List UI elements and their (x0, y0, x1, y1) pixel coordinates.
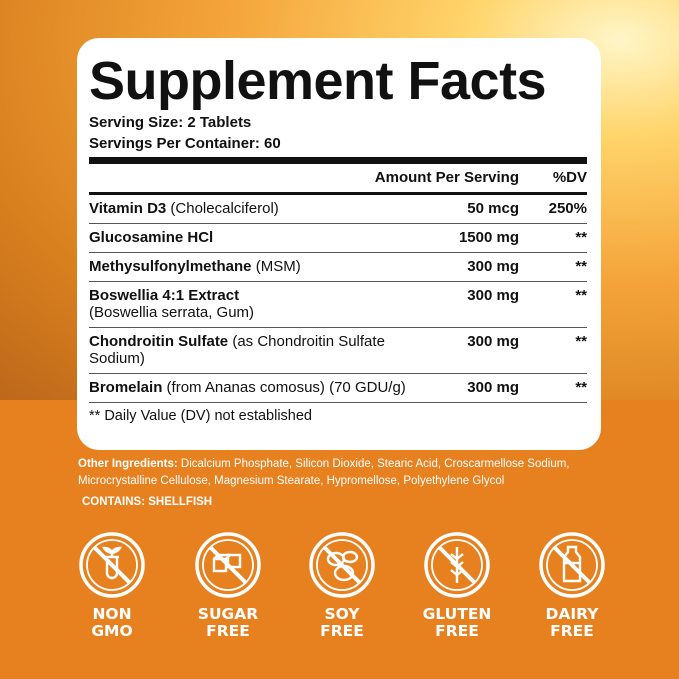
badge-no-sugar: SUGAR FREE (183, 530, 273, 640)
table-row: Methysulfonylmethane (MSM) 300 mg ** (89, 253, 587, 282)
table-row: Vitamin D3 (Cholecalciferol) 50 mcg 250% (89, 195, 587, 224)
ingredient-dv: ** (575, 379, 587, 396)
ingredient-amount: 50 mcg (467, 200, 519, 217)
ingredient-amount: 1500 mg (458, 229, 519, 246)
other-ingredients-label: Other Ingredients: (78, 458, 178, 470)
ingredient-amount: 300 mg (467, 258, 519, 275)
ingredient-amount: 300 mg (467, 333, 519, 350)
badge-label-line2: FREE (435, 622, 479, 640)
ingredient-name: Vitamin D3 (Cholecalciferol) (89, 200, 279, 217)
no-dairy-icon (539, 532, 605, 598)
badge-label-line1: DAIRY (545, 605, 599, 623)
other-ingredients: Other Ingredients: Dicalcium Phosphate, … (78, 456, 618, 490)
badge-label-line1: SOY (324, 605, 360, 623)
dv-header: %DV (552, 169, 587, 186)
badge-label-line1: NON (92, 605, 132, 623)
ingredient-amount: 300 mg (467, 379, 519, 396)
ingredient-name: Chondroitin Sulfate (as Chondroitin Sulf… (89, 333, 385, 367)
badge-label-line2: FREE (206, 622, 250, 640)
ingredient-name: Methysulfonylmethane (MSM) (89, 258, 301, 275)
allergen-statement: CONTAINS: SHELLFISH (82, 496, 213, 508)
badge-no-soy: SOY FREE (297, 530, 387, 640)
amount-header: Amount Per Serving (374, 169, 519, 186)
footnote: ** Daily Value (DV) not established (89, 408, 312, 424)
badge-no-gluten: GLUTEN FREE (412, 530, 502, 640)
no-soy-icon (309, 532, 375, 598)
table-header: Amount Per Serving %DV (89, 164, 587, 195)
ingredient-dv: 250% (548, 200, 587, 217)
servings-per-container: Servings Per Container: 60 (89, 135, 281, 152)
ingredient-name: Bromelain (from Ananas comosus) (70 GDU/… (89, 379, 406, 396)
ingredient-name: Glucosamine HCl (89, 229, 214, 246)
badge-label-line2: GMO (91, 622, 133, 640)
supplement-facts-panel: Supplement Facts Serving Size: 2 Tablets… (77, 38, 601, 450)
table-row: Chondroitin Sulfate (as Chondroitin Sulf… (89, 328, 587, 374)
ingredient-amount: 300 mg (467, 287, 519, 304)
badge-label-line1: SUGAR (197, 605, 259, 623)
divider (89, 157, 587, 164)
serving-size: Serving Size: 2 Tablets (89, 114, 252, 131)
table-row: Glucosamine HCl 1500 mg ** (89, 224, 587, 253)
table-row: Boswellia 4:1 Extract (Boswellia serrata,… (89, 282, 587, 328)
ingredient-dv: ** (575, 258, 587, 275)
table-row: Bromelain (from Ananas comosus) (70 GDU/… (89, 374, 587, 403)
ingredient-name: Boswellia 4:1 Extract (Boswellia serrata,… (89, 287, 255, 321)
ingredient-dv: ** (575, 229, 587, 246)
ingredient-dv: ** (575, 287, 587, 304)
no-gluten-icon (424, 532, 490, 598)
badge-no-dairy: DAIRY FREE (527, 530, 617, 640)
other-ingredients-text: Dicalcium Phosphate, Silicon Dioxide, St… (78, 458, 570, 487)
badge-label-line1: GLUTEN (422, 605, 492, 623)
badge-label-line2: FREE (550, 622, 594, 640)
no-gmo-icon (79, 532, 145, 598)
no-sugar-icon (195, 532, 261, 598)
panel-title: Supplement Facts (89, 51, 547, 111)
badge-label-line2: FREE (320, 622, 364, 640)
badge-no-gmo: NON GMO (67, 530, 157, 640)
ingredient-dv: ** (575, 333, 587, 350)
